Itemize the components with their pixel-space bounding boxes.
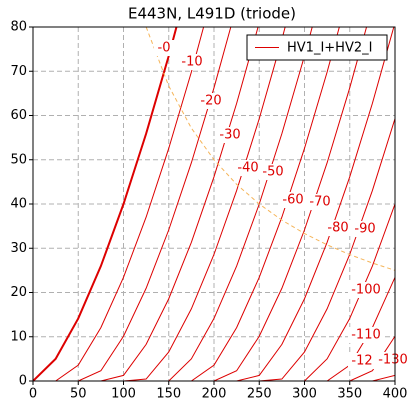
x-tick-label: 300 bbox=[292, 387, 317, 402]
curve bbox=[33, 118, 395, 381]
curve-label-bg bbox=[197, 93, 225, 109]
curve-label-bg bbox=[306, 194, 334, 210]
y-tick-label: 40 bbox=[10, 197, 27, 212]
curve-label-bg bbox=[279, 192, 307, 208]
curve-label-bg bbox=[375, 352, 411, 368]
curve-label-bg bbox=[234, 160, 262, 176]
curve-label: -50 bbox=[262, 165, 283, 180]
curve-label: -20 bbox=[200, 94, 221, 109]
chart-title: E443N, L491D (triode) bbox=[128, 5, 296, 23]
x-tick-label: 150 bbox=[156, 387, 181, 402]
curve-label: -90 bbox=[354, 222, 375, 237]
x-tick-label: 400 bbox=[383, 387, 408, 402]
curve bbox=[33, 27, 205, 381]
x-tick-label: 350 bbox=[337, 387, 362, 402]
curve-label-bg bbox=[351, 221, 379, 237]
y-tick-label: 0 bbox=[19, 374, 27, 389]
curve-label: -70 bbox=[309, 195, 330, 210]
curve-label-bg bbox=[324, 220, 352, 236]
y-tick-label: 60 bbox=[10, 108, 27, 123]
curve-label: -60 bbox=[282, 193, 303, 208]
curve-label: -30 bbox=[219, 128, 240, 143]
curve bbox=[33, 27, 313, 381]
y-tick-label: 80 bbox=[10, 20, 27, 35]
curve-label-bg bbox=[154, 40, 174, 56]
curve-label: -80 bbox=[327, 221, 348, 236]
y-tick-label: 70 bbox=[10, 64, 27, 79]
curve-label: -12 bbox=[351, 354, 372, 369]
curve-label: -110 bbox=[351, 328, 381, 343]
curve bbox=[33, 27, 178, 381]
curve bbox=[33, 203, 395, 381]
curve-label-bg bbox=[216, 127, 244, 143]
curve-label: -40 bbox=[237, 161, 258, 176]
y-tick-label: 10 bbox=[10, 329, 27, 344]
legend-label: HV1_I+HV2_I bbox=[287, 41, 372, 56]
curve bbox=[33, 277, 395, 381]
curve bbox=[33, 27, 340, 381]
curve-label: -100 bbox=[351, 283, 381, 298]
curve bbox=[33, 27, 232, 381]
curve-label: -130 bbox=[378, 353, 408, 368]
x-tick-label: 50 bbox=[70, 387, 87, 402]
curve-label-bg bbox=[348, 282, 384, 298]
curve bbox=[33, 27, 286, 381]
y-tick-label: 50 bbox=[10, 152, 27, 167]
x-tick-label: 0 bbox=[29, 387, 37, 402]
curve-label-bg bbox=[178, 54, 206, 70]
curve-label-bg bbox=[348, 353, 376, 369]
curve-label-bg bbox=[348, 327, 384, 343]
y-tick-label: 20 bbox=[10, 285, 27, 300]
curve bbox=[33, 27, 259, 381]
curve-label: -0 bbox=[158, 41, 171, 56]
y-tick-label: 30 bbox=[10, 241, 27, 256]
x-tick-label: 250 bbox=[247, 387, 272, 402]
curve-label: -10 bbox=[181, 55, 202, 70]
max-dissipation-curve bbox=[145, 27, 395, 271]
axes-frame bbox=[32, 26, 396, 382]
x-tick-label: 100 bbox=[111, 387, 136, 402]
x-tick-label: 200 bbox=[202, 387, 227, 402]
curve-label-bg bbox=[259, 164, 287, 180]
